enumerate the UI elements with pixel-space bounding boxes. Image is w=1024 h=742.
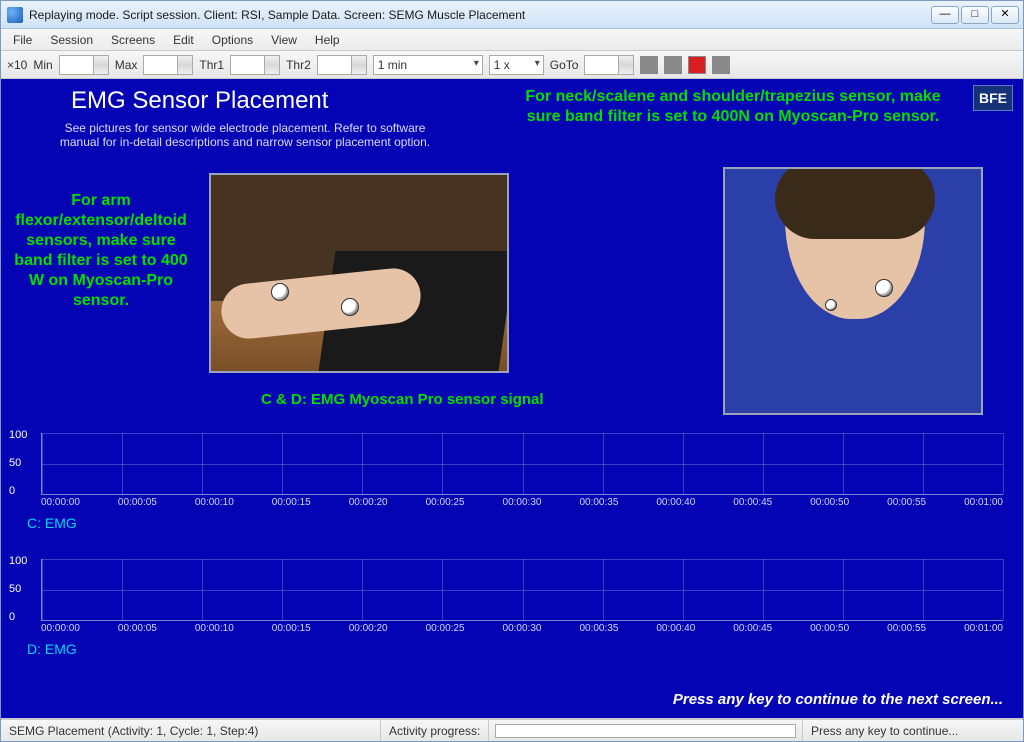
maximize-button[interactable]: □ — [961, 6, 989, 24]
chart-d-label: D: EMG — [27, 641, 77, 657]
chart-d-xticks: 00:00:0000:00:0500:00:10 00:00:1500:00:2… — [41, 623, 1003, 637]
chart-c-area — [41, 433, 1003, 495]
chart-c-emg: 100 50 0 00:00:0000:00:0500:00:10 00:00:… — [27, 433, 1003, 511]
toolbar: ×10 Min Max Thr1 Thr2 1 min 1 x GoTo — [1, 51, 1023, 79]
statusbar: SEMG Placement (Activity: 1, Cycle: 1, S… — [1, 719, 1023, 741]
thr2-label: Thr2 — [286, 58, 311, 72]
menu-help[interactable]: Help — [307, 31, 348, 49]
status-left: SEMG Placement (Activity: 1, Cycle: 1, S… — [1, 720, 381, 741]
menu-file[interactable]: File — [5, 31, 40, 49]
max-label: Max — [115, 58, 138, 72]
close-button[interactable]: ✕ — [991, 6, 1019, 24]
status-mid-label: Activity progress: — [381, 720, 489, 741]
arm-instruction: For arm flexor/extensor/deltoid sensors,… — [11, 191, 191, 311]
press-key-prompt: Press any key to continue to the next sc… — [673, 691, 1003, 708]
neck-sensor-photo — [723, 167, 983, 415]
chart-c-ytick-50: 50 — [9, 457, 21, 469]
chart-c-ytick-100: 100 — [9, 429, 27, 441]
speed-combo[interactable]: 1 x — [489, 55, 544, 75]
chart-c-xticks: 00:00:0000:00:0500:00:10 00:00:1500:00:2… — [41, 497, 1003, 511]
goto-spinner[interactable] — [584, 55, 634, 75]
bfe-logo: BFE — [973, 85, 1013, 111]
content-area: EMG Sensor Placement See pictures for se… — [1, 79, 1023, 719]
neck-instruction: For neck/scalene and shoulder/trapezius … — [523, 87, 943, 127]
thr1-spinner[interactable] — [230, 55, 280, 75]
window-controls: — □ ✕ — [931, 6, 1019, 24]
transport-btn-4[interactable] — [712, 56, 730, 74]
menubar: File Session Screens Edit Options View H… — [1, 29, 1023, 51]
thr2-spinner[interactable] — [317, 55, 367, 75]
menu-screens[interactable]: Screens — [103, 31, 163, 49]
chart-d-ytick-0: 0 — [9, 611, 15, 623]
menu-options[interactable]: Options — [204, 31, 261, 49]
chart-c-label: C: EMG — [27, 515, 77, 531]
activity-progressbar — [495, 724, 796, 738]
arm-sensor-photo — [209, 173, 509, 373]
max-spinner[interactable] — [143, 55, 193, 75]
transport-btn-rec[interactable] — [688, 56, 706, 74]
menu-edit[interactable]: Edit — [165, 31, 202, 49]
status-right: Press any key to continue... — [803, 720, 1023, 741]
menu-view[interactable]: View — [263, 31, 305, 49]
speed-value: 1 x — [494, 58, 510, 72]
titlebar: Replaying mode. Script session. Client: … — [1, 1, 1023, 29]
signal-caption: C & D: EMG Myoscan Pro sensor signal — [261, 391, 544, 408]
chart-d-ytick-100: 100 — [9, 555, 27, 567]
chart-d-emg: 100 50 0 00:00:0000:00:0500:00:10 00:00:… — [27, 559, 1003, 637]
transport-btn-1[interactable] — [640, 56, 658, 74]
x10-label: ×10 — [7, 58, 27, 72]
min-spinner[interactable] — [59, 55, 109, 75]
menu-session[interactable]: Session — [42, 31, 101, 49]
thr1-label: Thr1 — [199, 58, 224, 72]
time-range-combo[interactable]: 1 min — [373, 55, 483, 75]
page-title: EMG Sensor Placement — [71, 87, 328, 115]
chart-d-area — [41, 559, 1003, 621]
minimize-button[interactable]: — — [931, 6, 959, 24]
chart-d-ytick-50: 50 — [9, 583, 21, 595]
window-title: Replaying mode. Script session. Client: … — [29, 8, 931, 22]
time-range-value: 1 min — [378, 58, 407, 72]
transport-btn-2[interactable] — [664, 56, 682, 74]
min-label: Min — [33, 58, 52, 72]
app-icon — [7, 7, 23, 23]
chart-c-ytick-0: 0 — [9, 485, 15, 497]
app-window: Replaying mode. Script session. Client: … — [0, 0, 1024, 742]
goto-label: GoTo — [550, 58, 579, 72]
page-subtitle: See pictures for sensor wide electrode p… — [45, 121, 445, 149]
